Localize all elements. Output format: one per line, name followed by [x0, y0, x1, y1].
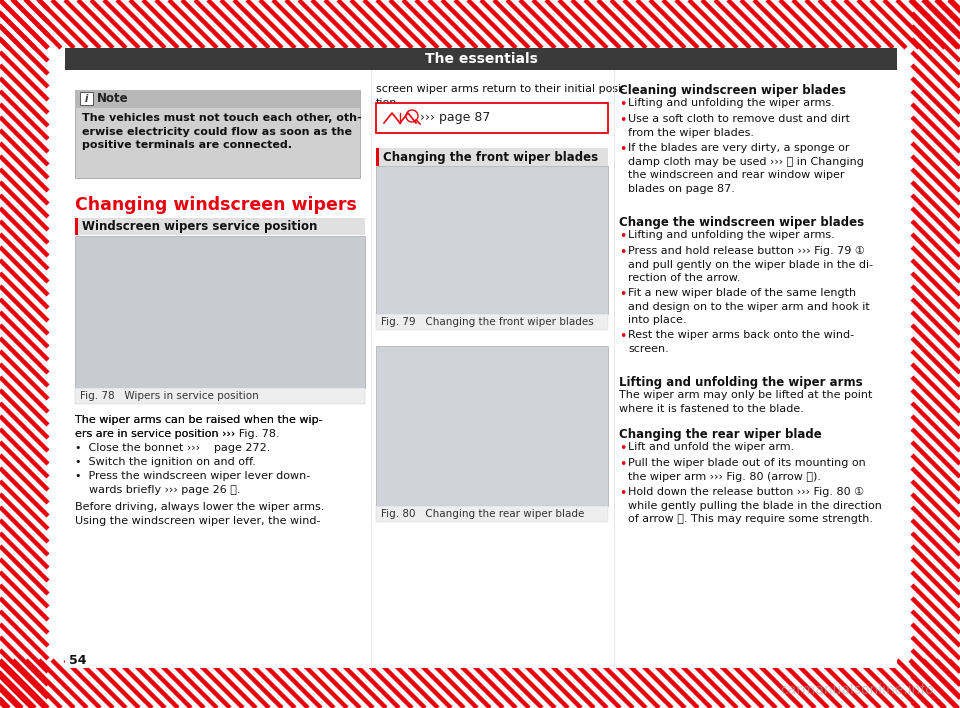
Text: The essentials: The essentials	[424, 52, 538, 66]
Text: •: •	[619, 442, 626, 455]
Text: Changing the front wiper blades: Changing the front wiper blades	[383, 151, 598, 164]
Bar	[75, 218, 78, 235]
Text: The wiper arm may only be lifted at the point
where it is fastened to the blade.: The wiper arm may only be lifted at the …	[619, 390, 873, 413]
Text: Lift and unfold the wiper arm.: Lift and unfold the wiper arm.	[628, 442, 794, 452]
Bar	[75, 218, 365, 235]
Text: •  Switch the ignition on and off.: • Switch the ignition on and off.	[75, 457, 256, 467]
Text: Fig. 79   Changing the front wiper blades: Fig. 79 Changing the front wiper blades	[381, 317, 593, 327]
Text: Rest the wiper arms back onto the wind-
screen.: Rest the wiper arms back onto the wind- …	[628, 330, 854, 353]
Text: The vehicles must not touch each other, oth-
erwise electricity could flow as so: The vehicles must not touch each other, …	[82, 113, 362, 150]
Bar	[376, 148, 608, 166]
Text: Fig. 78   Wipers in service position: Fig. 78 Wipers in service position	[80, 391, 259, 401]
Text: carmanualsonline.info: carmanualsonline.info	[780, 683, 934, 697]
Text: i: i	[84, 94, 88, 104]
Text: •: •	[619, 330, 626, 343]
Text: Cleaning windscreen wiper blades: Cleaning windscreen wiper blades	[619, 84, 846, 97]
Text: The wiper arms can be raised when the wip-
ers are in service position ›››: The wiper arms can be raised when the wi…	[75, 415, 323, 438]
Text: Before driving, always lower the wiper arms.
Using the windscreen wiper lever, t: Before driving, always lower the wiper a…	[75, 502, 324, 525]
Text: Note: Note	[97, 93, 129, 105]
Bar	[75, 236, 365, 388]
Text: 54: 54	[69, 653, 86, 666]
Text: Windscreen wipers service position: Windscreen wipers service position	[82, 220, 318, 233]
Text: •: •	[619, 487, 626, 500]
Text: •: •	[619, 98, 626, 111]
Bar	[376, 314, 608, 330]
Text: Pull the wiper blade out of its mounting on
the wiper arm ››› Fig. 80 (arrow Ⓚ).: Pull the wiper blade out of its mounting…	[628, 458, 866, 481]
Bar	[65, 48, 897, 70]
Text: •  Close the bonnet ›››    page 272.: • Close the bonnet ››› page 272.	[75, 443, 271, 453]
Bar	[376, 166, 608, 314]
Text: Fig. 80   Changing the rear wiper blade: Fig. 80 Changing the rear wiper blade	[381, 509, 585, 519]
Text: Press and hold release button ››› Fig. 79 ①
and pull gently on the wiper blade i: Press and hold release button ››› Fig. 7…	[628, 246, 874, 283]
Text: The wiper arms can be raised when the wip-
ers are in service position ››› Fig. : The wiper arms can be raised when the wi…	[75, 415, 323, 438]
Text: •: •	[619, 143, 626, 156]
Text: Hold down the release button ››› Fig. 80 ①
while gently pulling the blade in the: Hold down the release button ››› Fig. 80…	[628, 487, 882, 524]
Text: Change the windscreen wiper blades: Change the windscreen wiper blades	[619, 216, 864, 229]
Bar	[80, 92, 93, 105]
Text: Fit a new wiper blade of the same length
and design on to the wiper arm and hook: Fit a new wiper blade of the same length…	[628, 288, 870, 325]
Text: ››› page 87: ››› page 87	[420, 111, 491, 125]
Text: Changing windscreen wipers: Changing windscreen wipers	[75, 196, 357, 214]
Bar	[75, 90, 360, 108]
Bar	[376, 346, 608, 506]
Text: •: •	[619, 458, 626, 471]
Bar	[65, 48, 897, 668]
Text: If the blades are very dirty, a sponge or
damp cloth may be used ››› ⓘ in Changi: If the blades are very dirty, a sponge o…	[628, 143, 864, 194]
Text: •: •	[619, 246, 626, 259]
Text: •: •	[619, 288, 626, 301]
Bar	[376, 506, 608, 522]
Text: •  Press the windscreen wiper lever down-
    wards briefly ››› page 26 ⓐ.: • Press the windscreen wiper lever down-…	[75, 471, 310, 495]
Text: Lifting and unfolding the wiper arms: Lifting and unfolding the wiper arms	[619, 376, 863, 389]
Text: •: •	[619, 114, 626, 127]
Bar	[75, 388, 365, 404]
Text: •: •	[619, 230, 626, 243]
Text: Lifting and unfolding the wiper arms.: Lifting and unfolding the wiper arms.	[628, 230, 835, 240]
Bar	[75, 90, 360, 178]
Text: Changing the rear wiper blade: Changing the rear wiper blade	[619, 428, 822, 441]
Bar	[376, 148, 379, 166]
Bar	[376, 103, 608, 133]
Text: Use a soft cloth to remove dust and dirt
from the wiper blades.: Use a soft cloth to remove dust and dirt…	[628, 114, 850, 137]
Text: screen wiper arms return to their initial posi-
tion.: screen wiper arms return to their initia…	[376, 84, 625, 108]
Text: Lifting and unfolding the wiper arms.: Lifting and unfolding the wiper arms.	[628, 98, 835, 108]
